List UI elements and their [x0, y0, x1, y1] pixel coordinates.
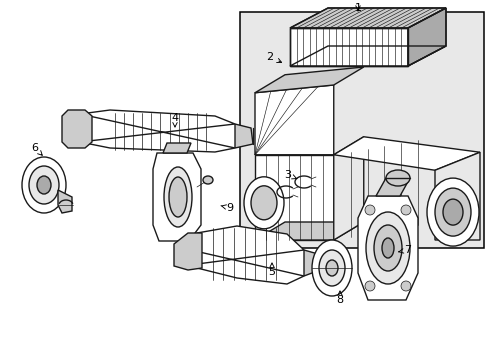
- Polygon shape: [254, 85, 333, 155]
- Ellipse shape: [169, 177, 186, 217]
- Ellipse shape: [37, 176, 51, 194]
- Text: 4: 4: [171, 113, 178, 127]
- Polygon shape: [333, 137, 363, 240]
- Text: 2: 2: [266, 52, 281, 63]
- Polygon shape: [254, 67, 363, 93]
- Ellipse shape: [311, 240, 351, 296]
- Polygon shape: [80, 110, 235, 152]
- Ellipse shape: [381, 238, 393, 258]
- Polygon shape: [174, 233, 202, 270]
- Polygon shape: [407, 8, 445, 66]
- Ellipse shape: [365, 212, 409, 284]
- Text: 7: 7: [398, 245, 411, 255]
- Ellipse shape: [400, 205, 410, 215]
- Polygon shape: [163, 143, 191, 153]
- Polygon shape: [153, 153, 201, 241]
- Polygon shape: [182, 226, 304, 284]
- Polygon shape: [254, 155, 333, 240]
- Ellipse shape: [373, 225, 401, 271]
- Text: 8: 8: [336, 291, 343, 305]
- Ellipse shape: [244, 177, 284, 229]
- Ellipse shape: [163, 167, 192, 227]
- Text: 3: 3: [284, 170, 296, 180]
- Polygon shape: [289, 28, 407, 66]
- Polygon shape: [289, 8, 445, 28]
- Text: 5: 5: [268, 263, 275, 277]
- Bar: [240, 12, 483, 248]
- Ellipse shape: [203, 176, 213, 184]
- Ellipse shape: [434, 188, 470, 236]
- Ellipse shape: [325, 260, 337, 276]
- Ellipse shape: [364, 205, 374, 215]
- Polygon shape: [58, 190, 72, 213]
- Text: 1: 1: [354, 3, 361, 13]
- Polygon shape: [235, 124, 252, 148]
- Ellipse shape: [442, 199, 462, 225]
- Ellipse shape: [250, 186, 276, 220]
- Polygon shape: [434, 152, 479, 240]
- Polygon shape: [357, 196, 417, 300]
- Polygon shape: [254, 222, 363, 240]
- Ellipse shape: [385, 170, 409, 186]
- Ellipse shape: [426, 178, 478, 246]
- Ellipse shape: [400, 281, 410, 291]
- Text: 9: 9: [221, 203, 233, 213]
- Polygon shape: [375, 178, 409, 196]
- Ellipse shape: [22, 157, 66, 213]
- Ellipse shape: [318, 250, 345, 286]
- Ellipse shape: [29, 166, 59, 204]
- Polygon shape: [62, 110, 92, 148]
- Polygon shape: [333, 137, 479, 170]
- Polygon shape: [304, 250, 319, 276]
- Text: 6: 6: [31, 143, 42, 155]
- Ellipse shape: [364, 281, 374, 291]
